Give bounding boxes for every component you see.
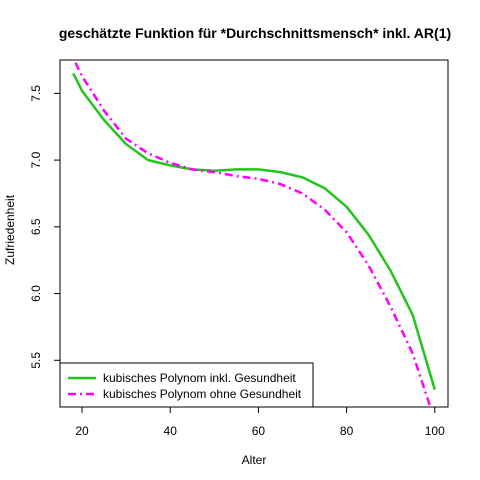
- x-tick-label: 60: [252, 424, 266, 438]
- x-tick-label: 20: [75, 424, 89, 438]
- y-axis: 5.5 6.0 6.5 7.0 7.5: [29, 85, 60, 369]
- y-tick-label: 5.5: [29, 352, 43, 369]
- y-tick-label: 6.5: [29, 218, 43, 235]
- y-axis-label: Zufriedenheit: [3, 194, 17, 265]
- legend-label-1: kubisches Polynom inkl. Gesundheit: [103, 371, 296, 385]
- x-axis: 20 40 60 80 100: [75, 407, 445, 438]
- series-lines: [72, 62, 436, 407]
- series-line-2: [74, 62, 432, 407]
- y-tick-label: 6.0: [29, 285, 43, 302]
- x-tick-label: 80: [340, 424, 354, 438]
- y-tick-label: 7.5: [29, 85, 43, 102]
- series-line-1: [72, 72, 436, 391]
- x-axis-label: Alter: [242, 453, 267, 467]
- legend-label-2: kubisches Polynom ohne Gesundheit: [103, 387, 302, 401]
- legend: kubisches Polynom inkl. Gesundheit kubisc…: [59, 362, 314, 408]
- y-tick-label: 7.0: [29, 151, 43, 168]
- x-tick-label: 40: [164, 424, 178, 438]
- chart-title: geschätzte Funktion für *Durchschnittsme…: [59, 25, 451, 41]
- legend-box: [59, 362, 314, 408]
- x-tick-label: 100: [425, 424, 445, 438]
